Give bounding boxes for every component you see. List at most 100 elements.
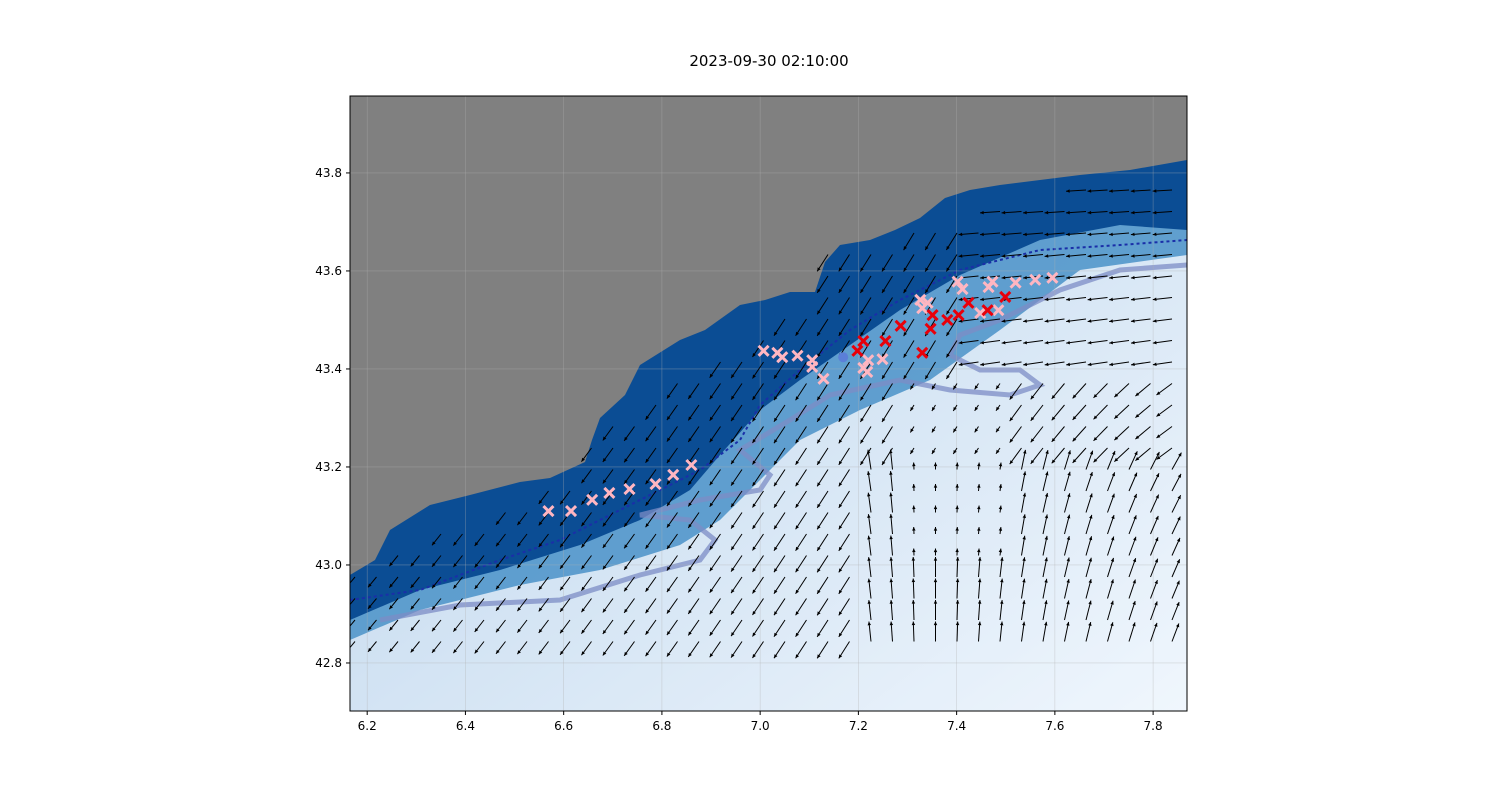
current-vectors: [350, 189, 1182, 659]
current-arrowhead: [1110, 579, 1114, 584]
current-arrowhead: [602, 587, 607, 591]
current-arrowhead: [560, 543, 564, 548]
current-arrowhead: [838, 439, 843, 444]
current-arrowhead: [624, 436, 628, 441]
current-arrowhead: [881, 310, 886, 315]
current-arrowhead: [709, 567, 714, 572]
current-arrowhead: [1135, 435, 1140, 440]
current-arrowhead: [1176, 602, 1180, 607]
current-arrowhead: [996, 449, 1000, 454]
current-arrowhead: [709, 395, 714, 400]
x-tick-label: 6.2: [358, 719, 377, 733]
current-arrowhead: [624, 458, 628, 463]
current-arrowhead: [368, 583, 372, 588]
current-arrowhead: [1044, 621, 1048, 626]
current-arrowhead: [773, 632, 778, 637]
pink-x-marker: [1029, 273, 1042, 286]
current-arrowhead: [368, 647, 372, 652]
current-arrowhead: [666, 459, 671, 464]
x-tick-label: 7.0: [751, 719, 770, 733]
current-arrowhead: [903, 353, 907, 358]
current-arrowhead: [645, 652, 650, 657]
current-arrowhead: [998, 484, 1003, 488]
current-arrowhead: [581, 500, 585, 505]
current-arrowhead: [1135, 413, 1140, 418]
current-arrowhead: [538, 521, 543, 526]
current-arrowhead: [946, 267, 950, 272]
pink-x-marker: [623, 482, 636, 496]
current-arrowhead: [560, 586, 564, 591]
current-arrowhead: [1072, 437, 1077, 442]
current-arrowhead: [1044, 578, 1048, 583]
current-arrowhead: [496, 649, 500, 654]
current-arrowhead: [1009, 460, 1014, 465]
current-arrowhead: [838, 331, 843, 336]
current-arrowhead: [1109, 210, 1113, 215]
current-arrowhead: [1155, 515, 1159, 520]
current-arrowhead: [860, 417, 864, 422]
current-arrowhead: [925, 375, 929, 380]
current-arrowhead: [1110, 600, 1114, 605]
current-arrowhead: [1044, 600, 1048, 605]
current-arrowhead: [752, 525, 756, 529]
current-arrowhead: [666, 523, 671, 528]
red-x-marker: [924, 322, 937, 335]
current-arrowhead: [773, 546, 778, 551]
current-arrowhead: [974, 449, 979, 454]
current-arrowhead: [889, 535, 893, 540]
current-arrowhead: [1087, 210, 1092, 215]
current-arrowhead: [946, 310, 950, 315]
current-arrowhead: [860, 374, 864, 379]
current-arrowhead: [389, 648, 393, 653]
current-arrowhead: [1066, 232, 1070, 237]
current-arrowhead: [838, 310, 843, 315]
current-arrowhead: [860, 288, 864, 293]
current-arrowhead: [517, 607, 521, 612]
current-arrowhead: [1022, 535, 1026, 540]
current-arrowhead: [933, 557, 938, 561]
current-arrowhead: [688, 480, 692, 485]
current-arrowhead: [946, 245, 950, 250]
current-arrowhead: [1088, 600, 1092, 605]
current-arrowhead: [1072, 416, 1077, 420]
current-arrowhead: [903, 332, 907, 337]
current-arrowhead: [980, 275, 984, 280]
current-arrowhead: [666, 480, 671, 485]
current-arrowhead: [867, 492, 871, 497]
current-arrowhead: [773, 611, 778, 616]
current-arrowhead: [431, 605, 436, 610]
current-arrowhead: [889, 578, 893, 583]
current-arrowhead: [688, 394, 692, 399]
current-arrowhead: [560, 521, 564, 526]
current-arrowhead: [1045, 450, 1049, 455]
current-arrowhead: [881, 289, 886, 294]
current-arrowhead: [889, 514, 893, 518]
y-tick-label: 43.6: [315, 264, 342, 278]
current-arrowhead: [731, 653, 735, 658]
current-arrowhead: [517, 521, 521, 526]
current-arrowhead: [1001, 362, 1006, 367]
current-arrowhead: [1089, 472, 1093, 477]
current-arrowhead: [980, 362, 985, 367]
current-arrowhead: [773, 331, 778, 336]
current-arrowhead: [496, 606, 500, 611]
current-arrowhead: [752, 546, 756, 551]
current-arrowhead: [368, 604, 372, 609]
x-tick-label: 6.8: [652, 719, 671, 733]
current-arrowhead: [955, 505, 959, 510]
current-arrowhead: [1135, 392, 1140, 397]
current-arrowhead: [602, 630, 607, 634]
current-arrowhead: [517, 542, 521, 547]
current-arrowhead: [1152, 232, 1157, 237]
current-arrowhead: [1132, 579, 1136, 584]
current-arrowhead: [410, 584, 415, 588]
current-arrowhead: [709, 481, 714, 486]
y-tick-label: 43.0: [315, 558, 342, 572]
current-arrowhead: [955, 462, 959, 467]
current-arrowhead: [602, 651, 607, 656]
current-arrowhead: [645, 523, 650, 528]
current-arrowhead: [624, 587, 628, 592]
current-arrowhead: [958, 297, 963, 302]
current-arrowhead: [1152, 254, 1157, 258]
current-arrowhead: [958, 254, 963, 258]
